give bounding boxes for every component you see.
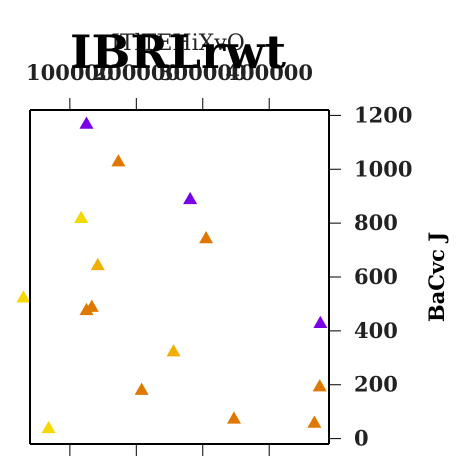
y-tick-label-1: 200: [354, 372, 398, 397]
y-tick-label-6: 1200: [354, 102, 412, 127]
y-axis-label: BaCvc J: [424, 232, 449, 322]
scatter-point-2: [183, 191, 198, 205]
axes-layer: [29, 109, 330, 445]
scatter-point-13: [226, 411, 241, 424]
scatter-point-1: [111, 154, 126, 167]
scatter-point-11: [134, 382, 149, 395]
x-tick-label-3: 400000: [225, 60, 313, 85]
chart-title: IBRLrwt: [70, 25, 287, 79]
scatter-point-5: [90, 257, 105, 271]
y-ticks: 0 200 400 600 800 1000 1200: [329, 102, 412, 451]
x-tick-label-0: 100000: [26, 60, 114, 85]
x-tick-label-1: 200000: [92, 60, 180, 85]
x-tick-label-2: 300000: [159, 60, 247, 85]
scatter-point-6: [16, 290, 31, 303]
scatter-point-8: [79, 302, 94, 316]
scatter-point-10: [166, 344, 181, 357]
chart-subtitle: ITlTEHiXvO: [111, 31, 244, 56]
scatter-point-0: [79, 116, 94, 129]
y-tick-label-4: 800: [354, 210, 398, 235]
y-tick-label-3: 600: [354, 264, 398, 289]
y-tick-label-5: 1000: [354, 156, 412, 181]
scatter-point-15: [41, 420, 56, 434]
scatter-point-9: [313, 315, 328, 329]
y-tick-label-2: 400: [354, 318, 398, 343]
y-tick-label-0: 0: [354, 426, 369, 451]
scatter-point-4: [199, 230, 214, 244]
scatter-point-14: [307, 415, 322, 428]
scatter-point-3: [74, 210, 89, 223]
points-layer: [16, 116, 328, 434]
scatter-point-12: [312, 379, 327, 392]
